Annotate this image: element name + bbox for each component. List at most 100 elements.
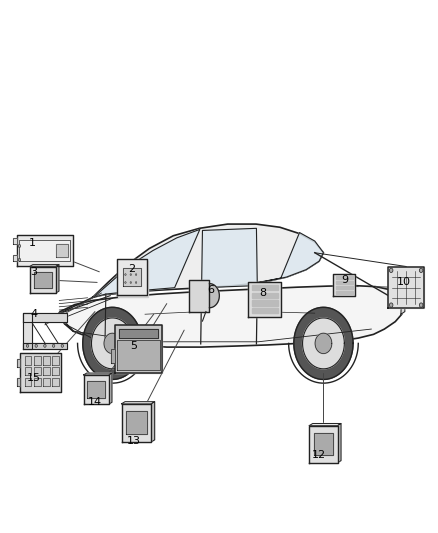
Polygon shape bbox=[93, 224, 323, 297]
Text: 14: 14 bbox=[88, 397, 102, 407]
Polygon shape bbox=[56, 264, 59, 293]
Polygon shape bbox=[34, 272, 52, 288]
Polygon shape bbox=[151, 402, 155, 442]
Polygon shape bbox=[25, 377, 32, 386]
Polygon shape bbox=[94, 229, 200, 297]
Polygon shape bbox=[83, 308, 142, 379]
Polygon shape bbox=[13, 238, 17, 245]
Circle shape bbox=[26, 344, 29, 348]
Polygon shape bbox=[338, 424, 341, 463]
Circle shape bbox=[53, 344, 55, 348]
Circle shape bbox=[389, 268, 393, 272]
Circle shape bbox=[135, 281, 137, 284]
Polygon shape bbox=[258, 232, 323, 282]
Polygon shape bbox=[88, 381, 105, 398]
Polygon shape bbox=[52, 356, 59, 365]
Polygon shape bbox=[303, 318, 344, 369]
Polygon shape bbox=[30, 264, 59, 266]
Polygon shape bbox=[23, 343, 67, 349]
Polygon shape bbox=[294, 308, 353, 379]
Circle shape bbox=[135, 273, 137, 276]
Polygon shape bbox=[252, 308, 278, 313]
Polygon shape bbox=[123, 268, 141, 286]
Text: 4: 4 bbox=[31, 309, 38, 319]
Polygon shape bbox=[188, 280, 209, 312]
Polygon shape bbox=[248, 282, 281, 317]
Circle shape bbox=[130, 281, 131, 284]
Polygon shape bbox=[336, 286, 353, 289]
Polygon shape bbox=[56, 245, 67, 257]
Polygon shape bbox=[121, 402, 155, 404]
Polygon shape bbox=[336, 276, 353, 279]
Polygon shape bbox=[84, 373, 112, 375]
Polygon shape bbox=[389, 267, 424, 309]
Text: 2: 2 bbox=[128, 264, 135, 274]
Polygon shape bbox=[52, 377, 59, 386]
Polygon shape bbox=[43, 377, 49, 386]
Polygon shape bbox=[17, 378, 20, 386]
Polygon shape bbox=[333, 274, 355, 296]
Text: 8: 8 bbox=[259, 288, 266, 298]
Polygon shape bbox=[19, 240, 71, 261]
Polygon shape bbox=[252, 285, 278, 290]
Polygon shape bbox=[13, 255, 17, 261]
Polygon shape bbox=[401, 290, 405, 314]
Polygon shape bbox=[34, 367, 41, 375]
Circle shape bbox=[125, 273, 126, 276]
Circle shape bbox=[389, 303, 393, 307]
Text: 1: 1 bbox=[28, 238, 35, 248]
Text: 9: 9 bbox=[342, 274, 349, 285]
Text: 3: 3 bbox=[31, 267, 38, 277]
Circle shape bbox=[35, 344, 37, 348]
Polygon shape bbox=[25, 356, 32, 365]
Circle shape bbox=[61, 344, 64, 348]
Polygon shape bbox=[58, 286, 404, 347]
Polygon shape bbox=[117, 259, 147, 295]
Text: 13: 13 bbox=[127, 437, 141, 447]
Circle shape bbox=[125, 281, 126, 284]
Polygon shape bbox=[336, 281, 353, 284]
Polygon shape bbox=[115, 325, 162, 373]
Text: 5: 5 bbox=[131, 341, 138, 351]
Circle shape bbox=[44, 344, 46, 348]
Circle shape bbox=[419, 268, 423, 272]
Polygon shape bbox=[17, 359, 20, 367]
Polygon shape bbox=[201, 228, 257, 288]
Text: 10: 10 bbox=[397, 277, 411, 287]
Polygon shape bbox=[34, 356, 41, 365]
Text: 12: 12 bbox=[312, 450, 326, 460]
Polygon shape bbox=[126, 411, 147, 434]
Polygon shape bbox=[209, 284, 219, 308]
Polygon shape bbox=[111, 349, 115, 363]
Polygon shape bbox=[43, 367, 49, 375]
Polygon shape bbox=[315, 333, 332, 353]
Polygon shape bbox=[252, 293, 278, 298]
Polygon shape bbox=[84, 375, 109, 404]
Polygon shape bbox=[30, 266, 56, 293]
Polygon shape bbox=[117, 340, 160, 370]
Polygon shape bbox=[121, 404, 151, 442]
Polygon shape bbox=[336, 290, 353, 294]
Polygon shape bbox=[314, 433, 333, 455]
Polygon shape bbox=[17, 235, 73, 266]
Circle shape bbox=[18, 245, 21, 247]
Polygon shape bbox=[20, 353, 61, 392]
Polygon shape bbox=[309, 424, 341, 425]
Polygon shape bbox=[309, 425, 338, 463]
Polygon shape bbox=[52, 367, 59, 375]
Polygon shape bbox=[23, 313, 32, 349]
Circle shape bbox=[419, 303, 423, 307]
Polygon shape bbox=[92, 318, 133, 369]
Polygon shape bbox=[252, 301, 278, 305]
Text: 15: 15 bbox=[27, 373, 41, 383]
Circle shape bbox=[18, 259, 21, 261]
Polygon shape bbox=[43, 356, 49, 365]
Text: 6: 6 bbox=[207, 285, 214, 295]
Polygon shape bbox=[25, 367, 32, 375]
Polygon shape bbox=[118, 261, 148, 297]
Polygon shape bbox=[104, 333, 121, 353]
Polygon shape bbox=[109, 373, 112, 404]
Polygon shape bbox=[23, 313, 67, 322]
Polygon shape bbox=[34, 377, 41, 386]
Circle shape bbox=[130, 273, 131, 276]
